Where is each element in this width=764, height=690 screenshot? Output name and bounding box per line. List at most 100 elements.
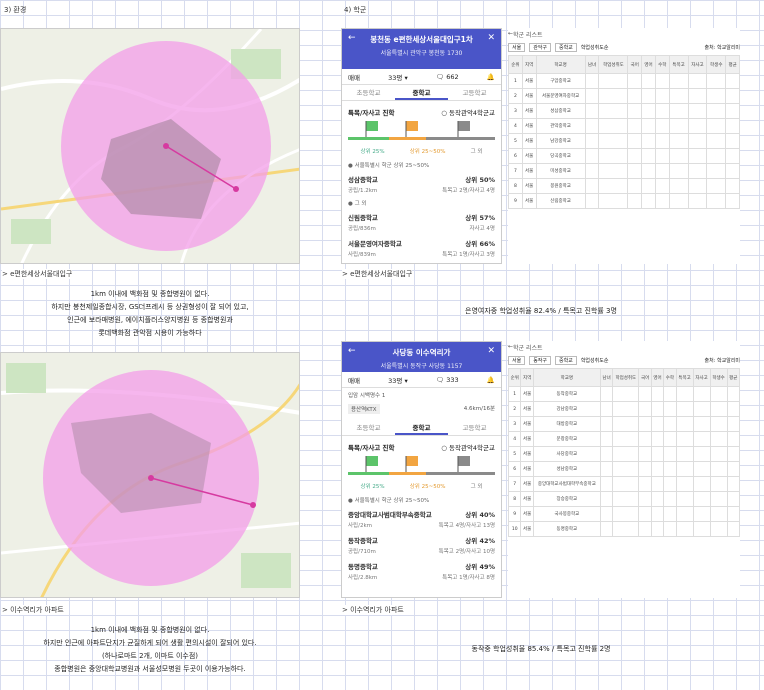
table-header[interactable]: 지역 [521,55,537,74]
school-description: 은영여자중 학업성취율 82.4% / 특목고 진학률 3명 [465,307,617,315]
tab-high[interactable]: 고등학교 [462,89,487,97]
table-row[interactable]: 4 서울 문창중학교 [507,431,741,447]
table-header[interactable]: 영어 [641,55,656,74]
back-arrow-icon[interactable]: ← [348,33,356,43]
filter-region[interactable]: 서울 [508,355,526,365]
school-item[interactable]: 성삼중학교 공립/1.2km 상위 50% 특목고 2명/자사고 4명 [348,176,495,194]
apartment-title: 봉천동 e편한세상서울대입구1차 [370,35,473,44]
filter-region[interactable]: 서울 [508,42,526,52]
table-row[interactable]: 1 서울 구암중학교 [508,73,740,89]
table-header[interactable]: 학생수 [706,55,727,74]
close-icon[interactable]: ✕ [487,33,495,43]
section-title-school: 4) 학군 [344,6,367,14]
school-description: 동작중 학업성취율 85.4% / 특목고 진학률 2명 [471,645,611,653]
table-header[interactable]: 학업성취도 [612,368,640,387]
table-header[interactable]: 영어 [650,368,665,387]
table-row[interactable]: 2 서울 강남중학교 [507,401,741,417]
environment-description: 1km 이내에 백화점 및 종합병원이 없다. 하지만 봉천제일종합시장, GS… [51,290,249,337]
tab-middle[interactable]: 중학교 [395,85,448,100]
location-caption: > e편한세상서울대입구 [2,269,73,279]
trade-type[interactable]: 매매 [348,376,360,385]
table-header[interactable]: 국어 [638,368,652,387]
table-header[interactable]: 국어 [627,55,643,74]
tab-high[interactable]: 고등학교 [462,424,487,432]
table-row[interactable]: 1 서울 동작중학교 [507,386,741,402]
table-header[interactable]: 수학 [663,368,677,387]
table-row[interactable]: 3 서울 성삼중학교 [508,103,740,119]
table-header[interactable]: 순위 [508,55,523,74]
table-header[interactable]: 학업성취도 [598,55,629,74]
table-row[interactable]: 5 서울 남강중학교 [508,133,740,149]
table-row[interactable]: 2 서울 서울문영여자중학교 [508,88,740,104]
table-header[interactable]: 자사고 [692,368,711,387]
school-list-table-bottom: ← 학군 리스트 서울 동작구 중학교 학업성취도순 출처: 학교알리미 순위 지… [507,341,741,598]
table-row[interactable]: 8 서울 장승중학교 [507,491,741,507]
section-label: 특목/자사고 진학 [348,444,395,452]
table-header[interactable]: 특목고 [668,55,689,74]
school-item[interactable]: 신림중학교 공립/836m 상위 57% 자사고 4명 [348,214,495,232]
close-icon[interactable]: ✕ [487,346,495,356]
bell-icon[interactable]: 🔔 [486,375,495,384]
rank-note: ● 서울특별시 학군 상위 25~50% [348,498,430,504]
table-row[interactable]: 10 서울 동명중학교 [507,521,741,537]
tab-middle[interactable]: 중학교 [395,420,448,435]
section-title-environment: 3) 환경 [4,6,27,14]
table-title: ← 학군 리스트 [508,343,543,352]
location-caption: > 이수역리가 아파트 [2,605,64,615]
trade-type[interactable]: 매매 [348,73,360,82]
table-header[interactable]: 학생수 [709,368,728,387]
table-row[interactable]: 9 서울 국사봉중학교 [507,506,741,522]
tab-elementary[interactable]: 초등학교 [356,424,381,432]
table-header[interactable]: 순위 [507,368,522,387]
table-row[interactable]: 7 서울 미성중학교 [508,163,740,179]
filter-district[interactable]: 동작구 [529,355,552,365]
table-header[interactable]: 평균 [726,368,741,387]
school-item[interactable]: 서울문영여자중학교 사립/839m 상위 66% 특목고 1명/자사고 3명 [348,240,495,258]
rank-flags [348,119,495,147]
table-header[interactable]: 자사고 [687,55,708,74]
rank-note: ● 서울특별시 학군 상위 25~50% [348,163,430,169]
sort-option[interactable]: 학업성취도순 [580,44,609,51]
table-header[interactable]: 특목고 [675,368,694,387]
table-row[interactable]: 6 서울 성남중학교 [507,461,741,477]
school-table: 순위 지역 학교명 남녀 학업성취도 국어 영어 수학 특목고 자사고 학생수 평균 1 서울 동작중학교 2… [507,368,741,537]
table-header[interactable]: 남녀 [599,368,614,387]
comment-count[interactable]: 🗨 662 [435,72,459,81]
extra-label: 입암 시백명수 1 [348,393,386,399]
bell-icon[interactable]: 🔔 [486,72,495,81]
comment-count[interactable]: 🗨 333 [435,375,459,384]
table-header[interactable]: 학교명 [532,368,601,387]
filter-school-type[interactable]: 중학교 [555,42,577,52]
table-header[interactable]: 평균 [725,55,740,74]
table-row[interactable]: 7 서울 중앙대학교사범대학부속중학교 [507,476,741,492]
location-caption: > 이수역리가 아파트 [342,605,404,615]
rank-flags [348,454,495,482]
table-row[interactable]: 3 서울 대방중학교 [507,416,741,432]
filter-district[interactable]: 관악구 [529,42,552,52]
table-header[interactable]: 지역 [520,368,534,387]
filter-school-type[interactable]: 중학교 [555,355,577,365]
school-table: 순위 지역 학교명 남녀 학업성취도 국어 영어 수학 특목고 자사고 학생수 평균 1 서울 구암중학교 2… [508,55,740,209]
map-bottom [0,352,300,598]
school-item[interactable]: 동명중학교 사립/2.8km 상위 49% 특목고 1명/자사고 8명 [348,563,495,581]
section-label: 특목/자사고 진학 [348,109,395,117]
tab-elementary[interactable]: 초등학교 [356,89,381,97]
table-row[interactable]: 8 서울 봉원중학교 [508,178,740,194]
table-row[interactable]: 9 서울 신림중학교 [508,193,740,209]
size-select[interactable]: 33평 ▾ [388,376,408,385]
table-header[interactable]: 남녀 [584,55,600,74]
apartment-title: 사당동 이수역리가 [392,348,451,357]
table-row[interactable]: 4 서울 관악중학교 [508,118,740,134]
district-label: ○ 동작관악4학군교 [441,444,495,452]
school-item[interactable]: 동작중학교 공립/710m 상위 42% 특목고 2명/자사고 10명 [348,537,495,555]
table-row[interactable]: 5 서울 사당중학교 [507,446,741,462]
district-label: ○ 동작관악4학군교 [441,109,495,117]
table-header[interactable]: 학교명 [535,55,586,74]
table-header[interactable]: 수학 [654,55,670,74]
table-row[interactable]: 6 서울 당곡중학교 [508,148,740,164]
school-app-panel-top: ← 봉천동 e편한세상서울대입구1차 서울특별시 관악구 봉천동 1730 ✕ … [341,28,502,264]
back-arrow-icon[interactable]: ← [348,346,356,356]
school-item[interactable]: 중앙대학교사범대학부속중학교 사립/2km 상위 40% 특목고 4명/자사고 13… [348,511,495,529]
size-select[interactable]: 33평 ▾ [388,73,408,82]
sort-option[interactable]: 학업성취도순 [580,357,609,364]
